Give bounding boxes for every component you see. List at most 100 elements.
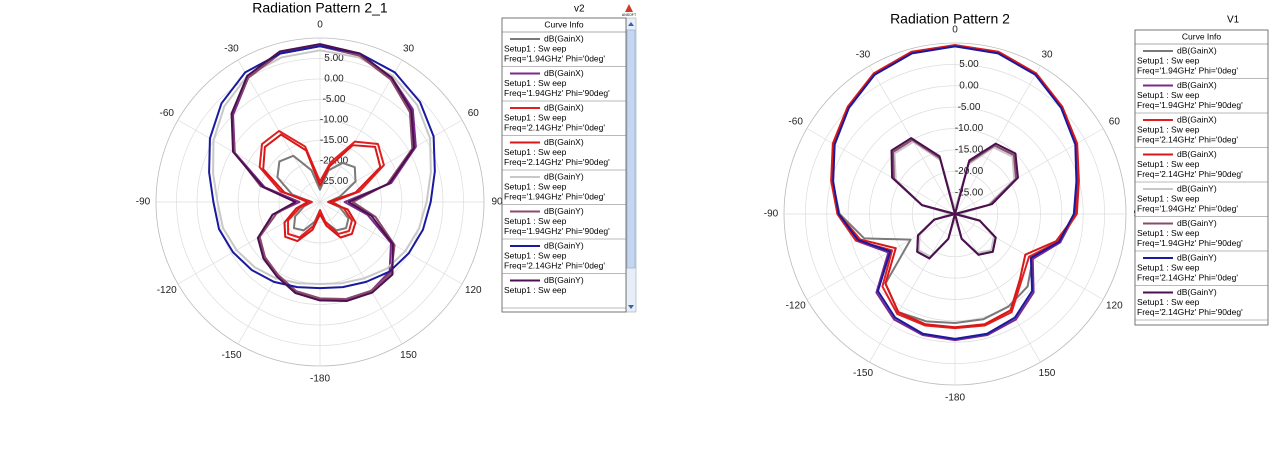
angle-tick-label: 150 xyxy=(1039,368,1056,379)
angle-tick-label: -150 xyxy=(221,350,241,361)
legend-label: dB(GainY) xyxy=(1177,252,1217,262)
legend-label: dB(GainX) xyxy=(1177,149,1217,159)
angle-tick-label: 120 xyxy=(1106,301,1123,312)
grid-spoke xyxy=(319,59,403,203)
curve xyxy=(890,137,1019,260)
legend-setup: Setup1 : Sw eep xyxy=(1137,55,1200,65)
legend-label: dB(GainY) xyxy=(544,206,584,216)
legend-label: dB(GainX) xyxy=(1177,114,1217,124)
angle-tick-label: 60 xyxy=(1109,117,1121,128)
radial-tick-label: -10.00 xyxy=(320,115,349,126)
radial-tick-label: 5.00 xyxy=(959,59,979,70)
version-label: v2 xyxy=(574,4,585,15)
legend-setup: Setup1 : Sw eep xyxy=(504,181,567,191)
legend-setup: Setup1 : Sw eep xyxy=(1137,297,1200,307)
legend-setup: Setup1 : Sw eep xyxy=(504,112,567,122)
curve xyxy=(208,45,436,290)
legend-setup: Setup1 : Sw eep xyxy=(1137,193,1200,203)
curve xyxy=(830,44,1080,329)
angle-tick-label: -90 xyxy=(764,209,779,220)
legend-label: dB(GainY) xyxy=(1177,183,1217,193)
curve xyxy=(212,49,432,285)
legend-label: dB(GainY) xyxy=(544,275,584,285)
angle-tick-label: 0 xyxy=(952,25,958,36)
scroll-thumb[interactable] xyxy=(626,29,636,269)
angle-tick-label: 150 xyxy=(400,350,417,361)
legend-label: dB(GainX) xyxy=(544,33,584,43)
legend-freq: Freq='1.94GHz' Phi='90deg' xyxy=(504,226,610,236)
grid-spoke xyxy=(177,201,321,285)
radial-tick-label: 0.00 xyxy=(959,80,979,91)
legend-freq: Freq='1.94GHz' Phi='90deg' xyxy=(1137,100,1243,110)
angle-tick-label: -60 xyxy=(788,117,803,128)
legend-setup: Setup1 : Sw eep xyxy=(1137,124,1200,134)
legend-freq: Freq='1.94GHz' Phi='0deg' xyxy=(504,53,605,63)
chart-title: Radiation Pattern 2 xyxy=(890,11,1010,27)
legend-label: dB(GainX) xyxy=(1177,45,1217,55)
angle-tick-label: -180 xyxy=(310,374,330,385)
curve xyxy=(230,43,416,303)
radial-tick-label: 0.00 xyxy=(324,74,344,85)
legend-label: dB(GainX) xyxy=(544,102,584,112)
legend-freq: Freq='1.94GHz' Phi='0deg' xyxy=(1137,65,1238,75)
legend-setup: Setup1 : Sw eep xyxy=(1137,90,1200,100)
radial-tick-label: -25.00 xyxy=(955,187,984,198)
curve xyxy=(230,45,414,301)
radial-tick-label: -5.00 xyxy=(323,94,346,105)
grid-spoke xyxy=(237,201,321,345)
angle-tick-label: 0 xyxy=(317,20,323,31)
logo-text: ANSOFT xyxy=(622,13,637,17)
scrollbar[interactable] xyxy=(625,17,637,313)
legend-setup: Setup1 : Sw eep xyxy=(504,78,567,88)
grid-spoke xyxy=(954,128,1104,215)
legend-setup: Setup1 : Sw eep xyxy=(504,216,567,226)
legend-title: Curve Info xyxy=(544,19,583,29)
grid-spoke xyxy=(954,65,1041,215)
legend-label: dB(GainY) xyxy=(1177,218,1217,228)
legend-title: Curve Info xyxy=(1182,31,1221,41)
logo-mark xyxy=(625,4,633,12)
angle-tick-label: 90 xyxy=(491,197,503,208)
radial-tick-label: -25.00 xyxy=(320,176,349,187)
legend-freq: Freq='2.14GHz' Phi='0deg' xyxy=(504,122,605,132)
angle-tick-label: -180 xyxy=(945,393,965,404)
legend-freq: Freq='2.14GHz' Phi='90deg' xyxy=(504,157,610,167)
radial-tick-label: -15.00 xyxy=(955,145,984,156)
legend-box xyxy=(501,17,627,313)
curve xyxy=(832,45,1078,340)
legend-label: dB(GainX) xyxy=(544,68,584,78)
legend-freq: Freq='1.94GHz' Phi='0deg' xyxy=(1137,203,1238,213)
legend-setup: Setup1 : Sw eep xyxy=(1137,262,1200,272)
legend-box xyxy=(1134,29,1269,326)
grid-spoke xyxy=(177,119,321,203)
legend-setup: Setup1 : Sw eep xyxy=(1137,159,1200,169)
legend-setup: Setup1 : Sw eep xyxy=(1137,228,1200,238)
radial-tick-label: -20.00 xyxy=(955,166,984,177)
legend-freq: Freq='1.94GHz' Phi='90deg' xyxy=(1137,238,1243,248)
scroll-down[interactable] xyxy=(628,305,634,309)
angle-tick-label: -120 xyxy=(157,285,177,296)
legend-freq: Freq='2.14GHz' Phi='0deg' xyxy=(1137,272,1238,282)
legend-freq: Freq='1.94GHz' Phi='0deg' xyxy=(504,191,605,201)
angle-tick-label: -60 xyxy=(159,108,174,119)
legend-label: dB(GainY) xyxy=(544,240,584,250)
radial-tick-label: -15.00 xyxy=(320,135,349,146)
legend-setup: Setup1 : Sw eep xyxy=(504,147,567,157)
scroll-up[interactable] xyxy=(628,22,634,26)
angle-tick-label: -30 xyxy=(224,43,239,54)
curve xyxy=(258,129,385,239)
legend-setup: Setup1 : Sw eep xyxy=(504,285,567,295)
legend-setup: Setup1 : Sw eep xyxy=(504,250,567,260)
angle-tick-label: -30 xyxy=(856,49,871,60)
angle-tick-label: -90 xyxy=(136,197,151,208)
angle-tick-label: 30 xyxy=(1041,49,1053,60)
radial-tick-label: -5.00 xyxy=(958,102,981,113)
angle-tick-label: -150 xyxy=(853,368,873,379)
legend-freq: Freq='2.14GHz' Phi='90deg' xyxy=(1137,169,1243,179)
grid-spoke xyxy=(806,213,956,300)
angle-tick-label: 60 xyxy=(468,108,480,119)
legend-setup: Setup1 : Sw eep xyxy=(504,43,567,53)
